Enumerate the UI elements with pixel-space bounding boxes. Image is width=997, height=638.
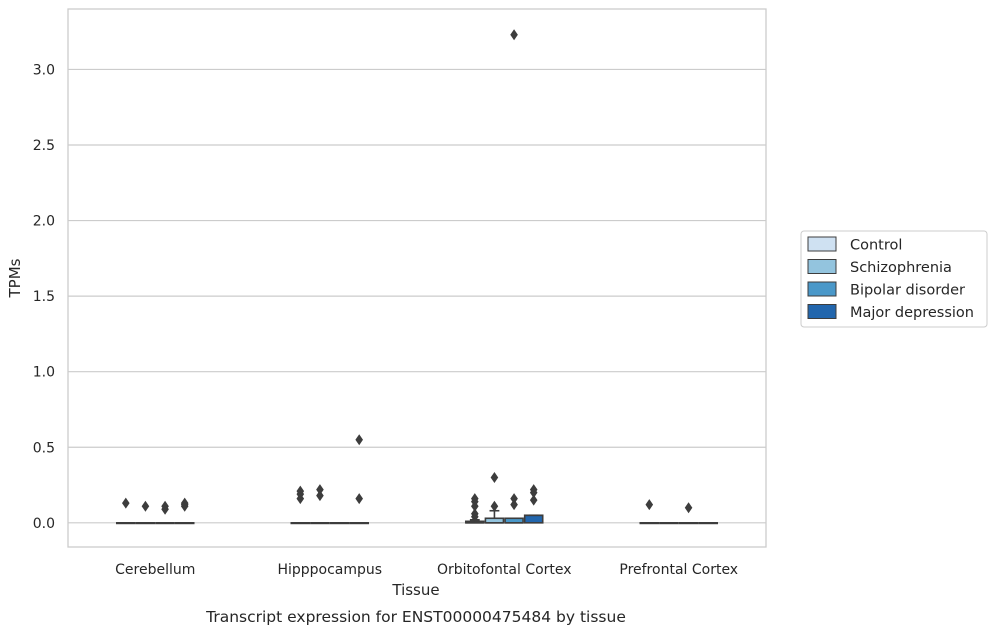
plot-background [68,9,766,547]
box-group [659,522,679,525]
box-group [135,522,156,525]
outlier-point [180,497,189,509]
box-group [329,522,350,525]
y-tick-labels: 0.0 0.5 1.0 1.5 2.0 2.5 3.0 [33,62,55,531]
legend-entry: Major depression [850,305,974,321]
box-group [290,522,311,525]
outlier-point [510,499,518,511]
outlier-point [510,29,518,41]
outlier-point [645,499,654,511]
legend-swatch [807,236,837,252]
outlier-point [490,500,499,512]
x-axis-label: Tissue [391,581,439,599]
x-tick-labels: Cerebellum Hipppocampus Orbitofontal Corte… [115,562,738,578]
y-tick-label: 2.5 [33,138,55,154]
x-tick-label: Hipppocampus [277,562,382,578]
box-group [349,522,370,525]
x-tick-label: Prefrontal Cortex [619,562,738,578]
box-group [523,514,544,524]
outlier-point [684,502,693,514]
outliers [122,29,693,523]
outlier-point [141,500,150,512]
legend-entry: Bipolar disorder [850,283,965,299]
y-tick-label: 3.0 [33,62,55,78]
legend-swatch [807,259,837,274]
outlier-point [355,434,363,446]
box-group [115,522,136,525]
y-tick-label: 1.0 [33,365,55,381]
y-tick-label: 2.0 [33,214,55,230]
y-axis-label: TPMs [6,258,24,298]
gridlines [68,68,766,524]
legend-entry: Schizophrenia [850,260,952,276]
box-group [698,522,719,525]
legend: Control Schizophrenia Bipolar disorder Majo… [800,230,988,328]
legend-entry: Control [850,238,902,254]
outlier-point [355,493,363,505]
box-group [484,509,505,524]
outlier-point [490,471,499,483]
x-tick-label: Cerebellum [115,562,195,578]
outlier-point [122,497,130,509]
plot-frame [67,8,767,548]
outlier-point [529,484,538,496]
box-group [678,522,699,525]
box-group [639,522,660,525]
box-group [174,522,195,525]
outlier-point [161,500,169,512]
box-group [310,522,330,525]
y-tick-label: 0.5 [33,440,55,456]
outlier-point [529,494,538,506]
y-tick-label: 0.0 [33,516,55,532]
outlier-point [471,493,479,505]
outlier-point [296,485,305,497]
box-group [504,517,524,524]
outlier-point [316,490,324,502]
box-group [155,522,175,525]
legend-swatch [807,304,837,319]
outlier-point [316,484,324,496]
outlier-point [510,493,518,505]
boxes [115,509,719,525]
outlier-point [471,508,479,520]
legend-frame [800,230,988,328]
chart-caption: Transcript expression for ENST0000047548… [205,608,626,626]
x-tick-label: Orbitofontal Cortex [437,562,572,578]
legend-swatch [807,281,837,297]
y-tick-label: 1.5 [33,289,55,305]
box [523,514,544,524]
